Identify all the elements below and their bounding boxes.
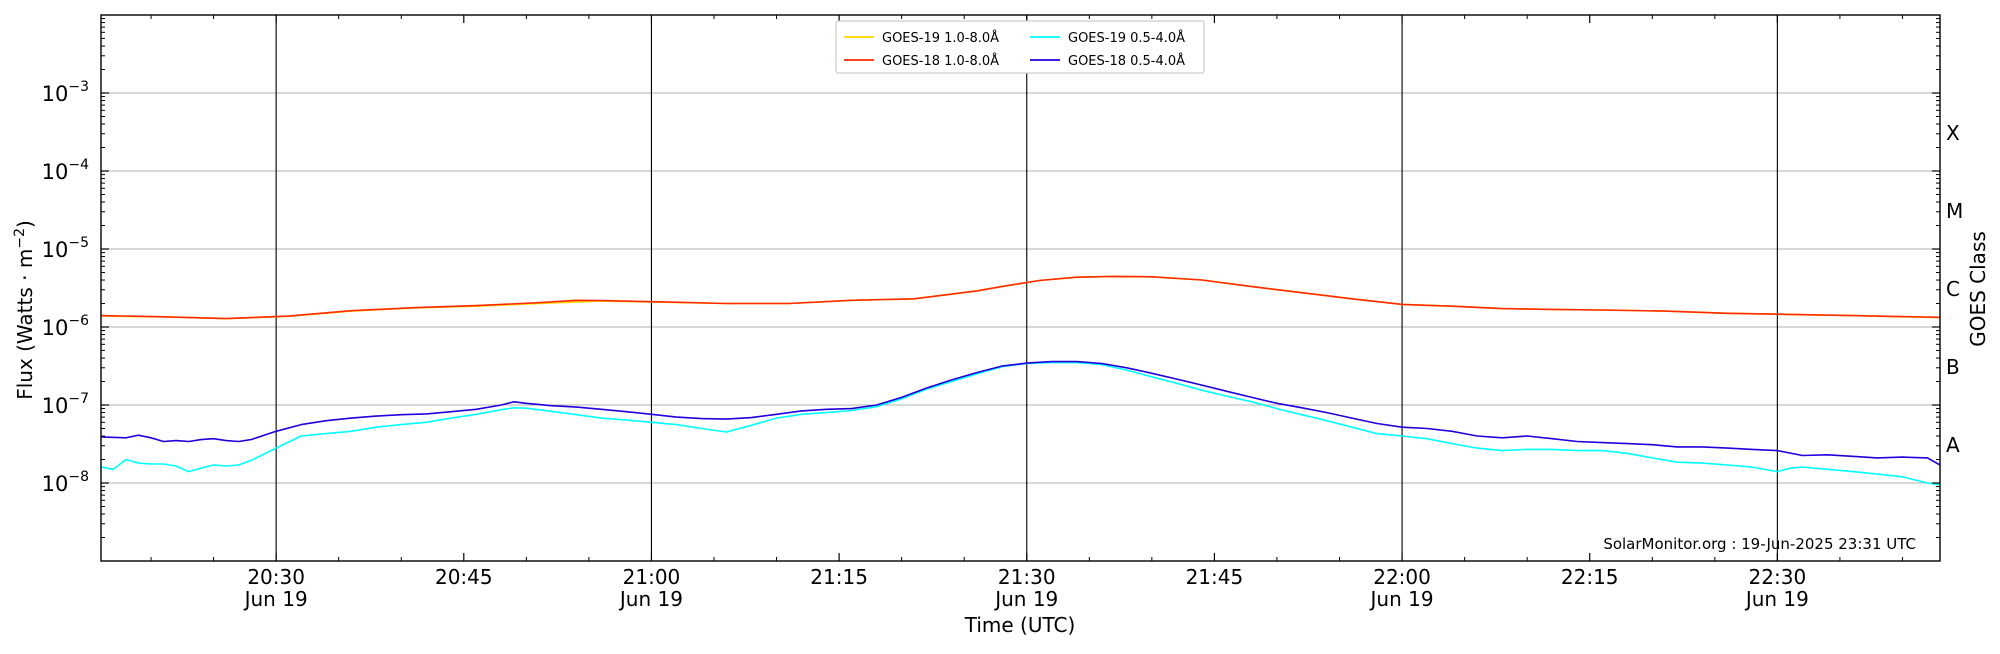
x-tick-time: 21:00: [623, 565, 681, 589]
grid-layer: [101, 15, 1940, 561]
x-tick-time: 20:30: [247, 565, 305, 589]
series-line-goes-19-0-5-4-0: [100, 361, 1941, 486]
x-tick-date: Jun 19: [243, 587, 308, 611]
x-axis-label: Time (UTC): [964, 613, 1076, 637]
y-tick-label: 10−5: [42, 235, 89, 262]
x-tick-time: 21:45: [1186, 565, 1244, 589]
y-tick-label: 10−4: [42, 157, 89, 184]
x-tick-time: 20:45: [435, 565, 493, 589]
legend: GOES-19 1.0-8.0Å GOES-18 1.0-8.0Å GOES-19 …: [835, 20, 1205, 74]
series-line-goes-18-1-0-8-0: [100, 275, 1941, 320]
goes-class-labels: X M C B A: [1946, 121, 1963, 457]
y-tick-labels: 10−3 10−4 10−5 10−6 10−7 10−8: [42, 79, 89, 496]
y-tick-label: 10−6: [42, 313, 89, 340]
x-tick-date: Jun 19: [1369, 587, 1434, 611]
goes-class-a: A: [1946, 433, 1960, 457]
goes-class-c: C: [1946, 277, 1960, 301]
y-axis-label: Flux (Watts · m−2): [12, 220, 37, 400]
goes-class-m: M: [1946, 199, 1963, 223]
y-tick-label: 10−7: [42, 391, 89, 418]
legend-label: GOES-18 0.5-4.0Å: [1068, 53, 1185, 69]
y-tick-label: 10−8: [42, 469, 89, 496]
x-tick-date: Jun 19: [618, 587, 683, 611]
x-tick-time: 22:15: [1561, 565, 1619, 589]
x-tick-date: Jun 19: [993, 587, 1058, 611]
series-line-goes-19-1-0-8-0: [100, 275, 1941, 320]
attribution-text: SolarMonitor.org : 19-Jun-2025 23:31 UTC: [1603, 535, 1916, 553]
goes-class-x: X: [1946, 121, 1960, 145]
x-tick-time: 22:00: [1373, 565, 1431, 589]
goes-class-b: B: [1946, 355, 1960, 379]
legend-label: GOES-19 0.5-4.0Å: [1068, 30, 1185, 46]
series-line-goes-18-0-5-4-0: [100, 360, 1941, 466]
x-tick-time: 21:15: [810, 565, 868, 589]
y-tick-label: 10−3: [42, 79, 89, 106]
series-layer: [100, 275, 1941, 486]
x-tick-date: Jun 19: [1744, 587, 1809, 611]
legend-label: GOES-19 1.0-8.0Å: [882, 30, 999, 46]
legend-box: [835, 20, 1205, 74]
plot-frame: [100, 14, 1941, 562]
x-tick-time: 21:30: [998, 565, 1056, 589]
axes-layer: [100, 14, 1941, 562]
x-tick-time: 22:30: [1749, 565, 1807, 589]
legend-label: GOES-18 1.0-8.0Å: [882, 53, 999, 69]
goes-class-axis-label: GOES Class: [1966, 231, 1990, 347]
